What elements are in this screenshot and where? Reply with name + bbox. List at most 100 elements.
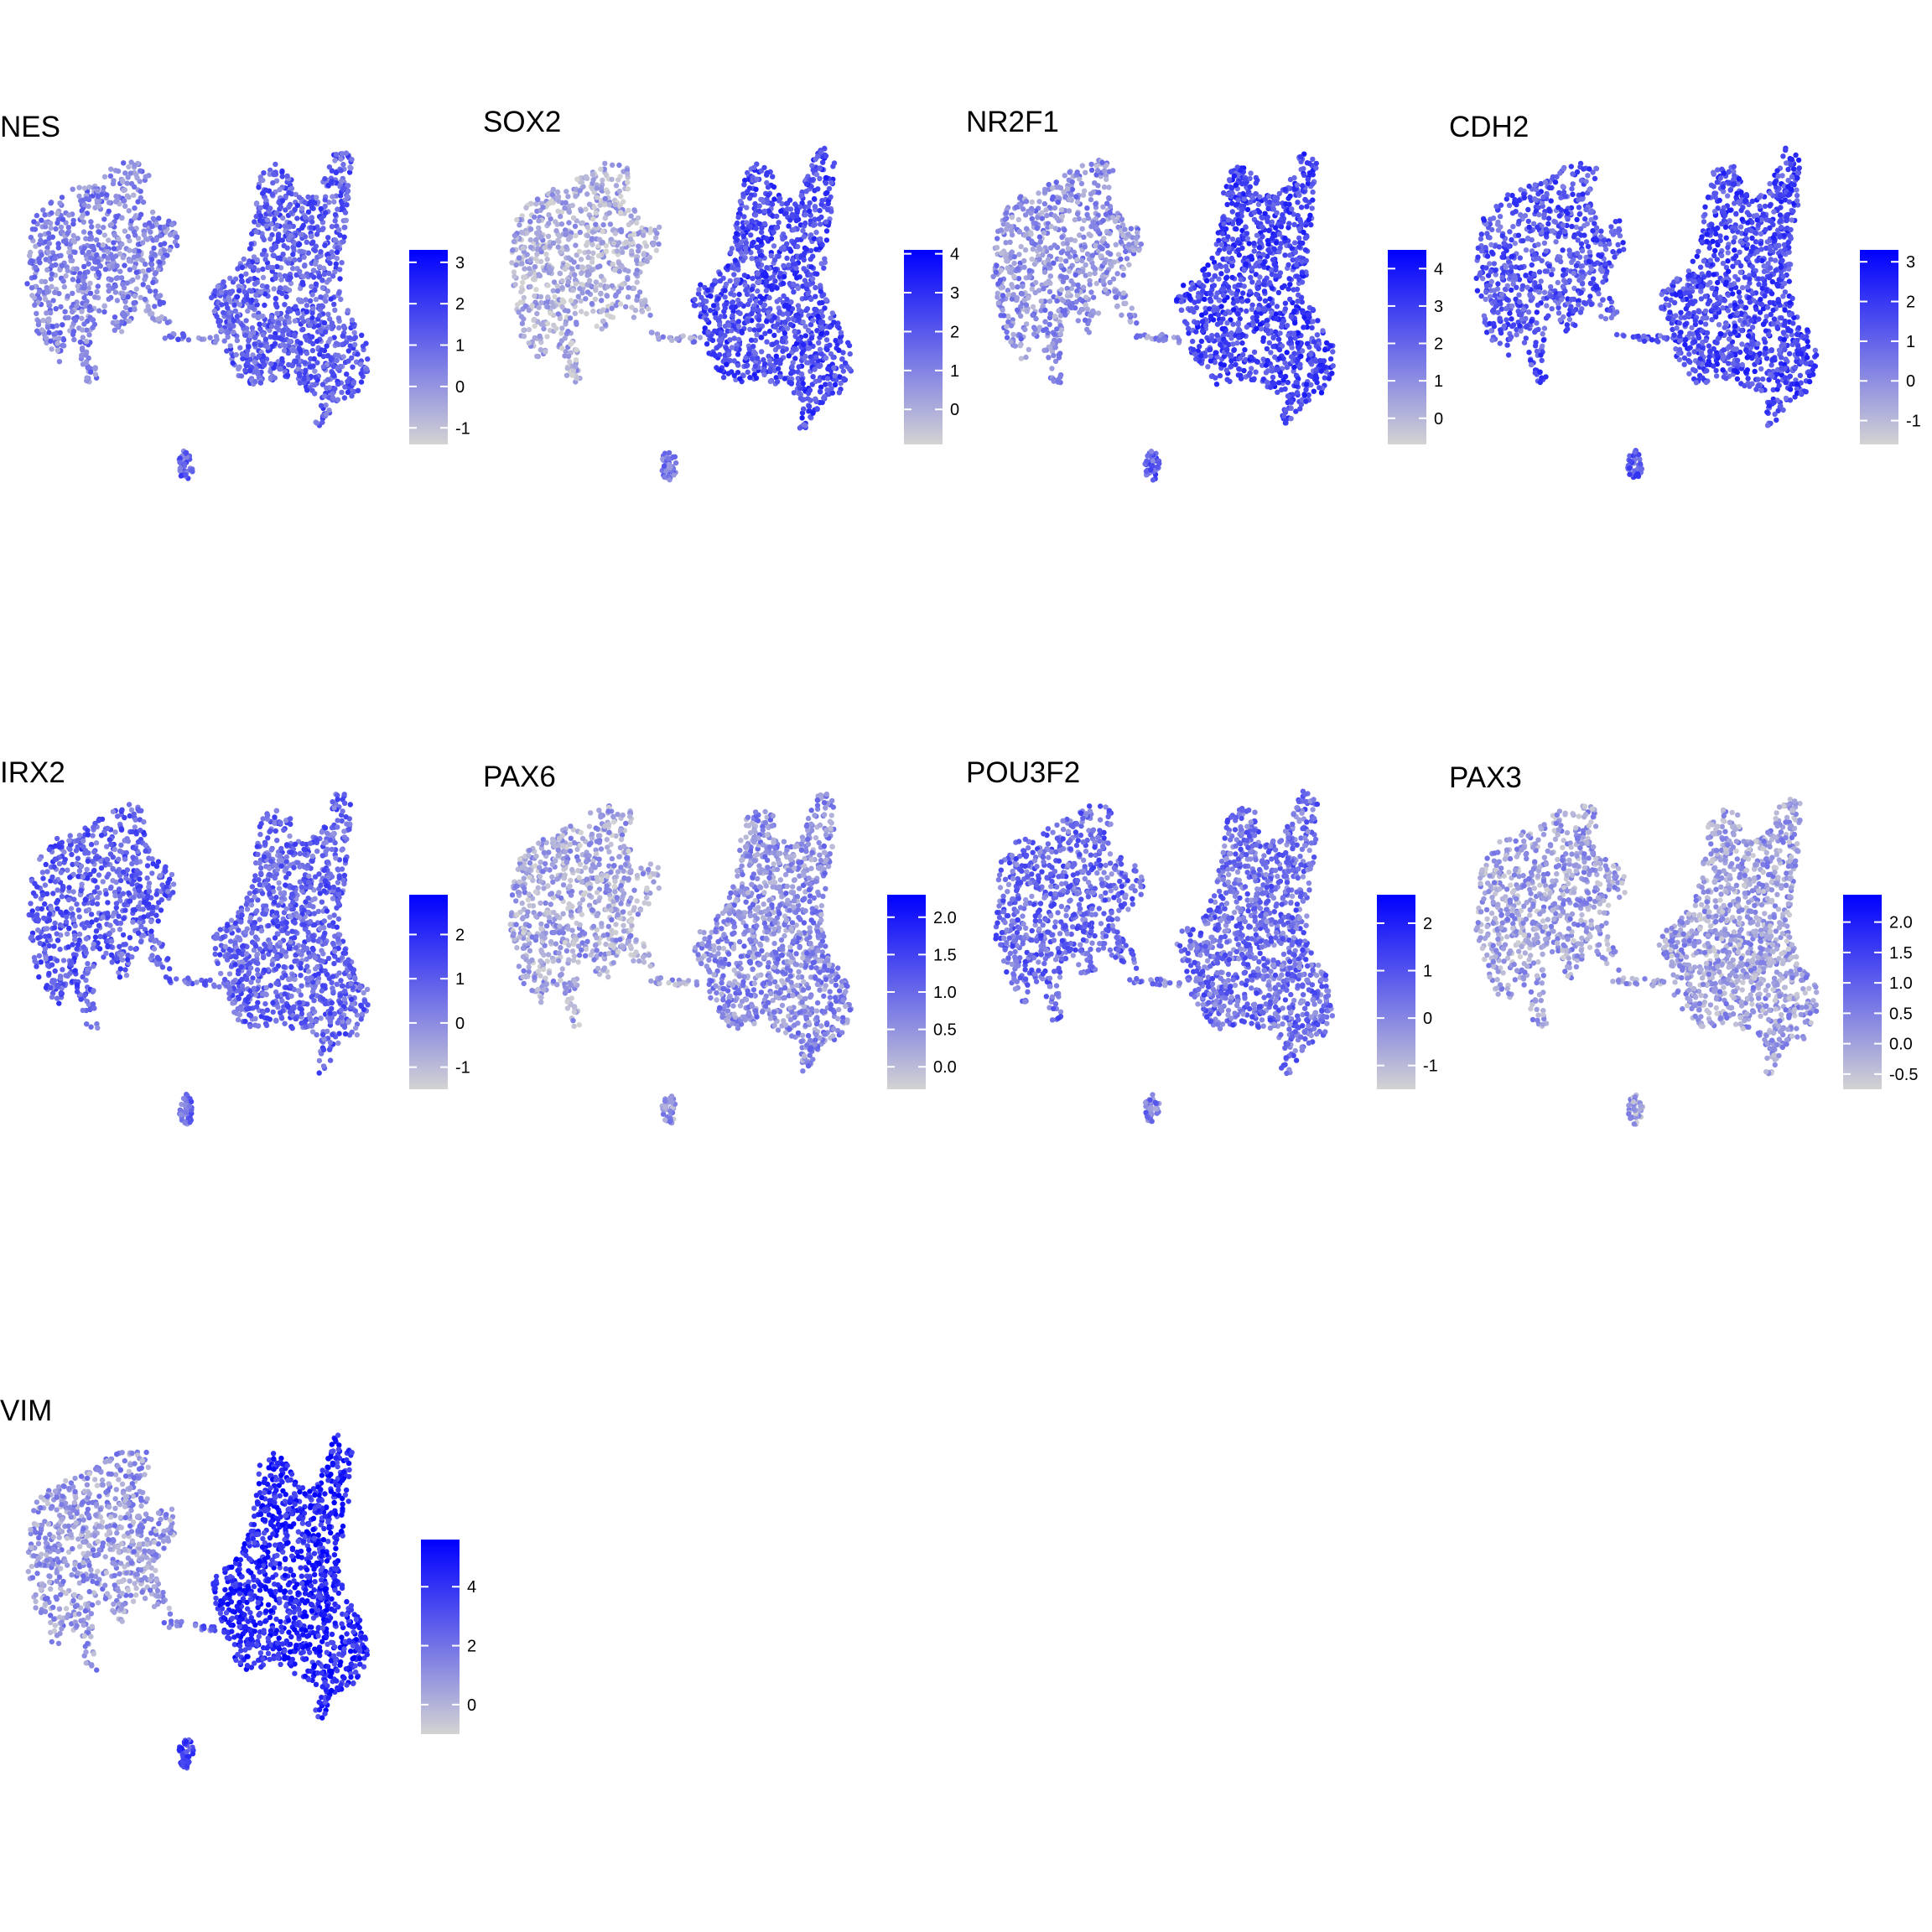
cell-point xyxy=(526,340,532,346)
cell-point xyxy=(345,358,351,364)
cell-point xyxy=(227,275,233,281)
cell-point xyxy=(717,278,724,284)
cell-point xyxy=(704,341,710,347)
cell-point xyxy=(828,315,834,321)
cell-point xyxy=(298,348,304,354)
cell-point xyxy=(355,351,361,357)
cell-point xyxy=(817,346,823,352)
cell-point xyxy=(101,232,108,238)
cell-point xyxy=(673,460,679,466)
cell-point xyxy=(789,257,796,263)
cell-point xyxy=(1021,264,1027,270)
cell-point xyxy=(626,285,631,291)
cell-point xyxy=(79,315,85,321)
cell-point xyxy=(807,387,813,393)
cell-point xyxy=(768,236,775,242)
cell-point xyxy=(747,326,753,332)
cell-point xyxy=(101,216,107,222)
cell-point xyxy=(758,229,765,236)
cell-point xyxy=(56,359,63,365)
cell-point xyxy=(749,293,756,299)
cell-point xyxy=(618,194,624,200)
cell-point xyxy=(279,198,286,204)
cell-point xyxy=(618,226,624,233)
cell-point xyxy=(742,245,749,251)
cell-point xyxy=(1125,231,1131,237)
cell-point xyxy=(120,309,127,316)
cell-point xyxy=(328,296,334,302)
cell-point xyxy=(603,248,610,254)
cell-point xyxy=(39,217,44,223)
cell-point xyxy=(736,291,742,298)
cell-point xyxy=(53,226,59,232)
cell-point xyxy=(731,272,737,278)
cell-point xyxy=(1010,331,1016,338)
cell-point xyxy=(79,309,85,314)
cell-point xyxy=(810,374,816,380)
cell-point xyxy=(105,255,111,261)
cell-point xyxy=(605,283,610,290)
cell-point xyxy=(322,203,328,210)
cell-point xyxy=(339,341,345,348)
cell-point xyxy=(846,342,853,349)
cell-point xyxy=(87,290,94,296)
cell-point xyxy=(1022,326,1028,333)
cell-point xyxy=(769,201,776,207)
cell-point xyxy=(49,210,55,216)
cell-point xyxy=(319,382,326,387)
cell-point xyxy=(83,349,90,355)
cell-point xyxy=(84,375,90,381)
cell-point xyxy=(626,221,632,228)
cell-point xyxy=(801,234,808,240)
cell-point xyxy=(260,177,266,184)
cell-point xyxy=(740,191,746,197)
cell-point xyxy=(784,325,791,331)
cell-point xyxy=(692,297,698,303)
cell-point xyxy=(268,314,275,320)
cell-point xyxy=(345,378,351,385)
cell-point xyxy=(288,280,294,287)
cell-point xyxy=(741,214,747,220)
cell-point xyxy=(180,334,187,340)
cell-point xyxy=(80,335,86,340)
cell-point xyxy=(1059,213,1066,219)
cell-point xyxy=(565,278,571,285)
cell-point xyxy=(579,264,585,270)
cell-point xyxy=(998,227,1005,233)
cell-point xyxy=(86,203,91,210)
cell-point xyxy=(58,224,65,231)
cell-point xyxy=(805,291,811,297)
cell-point xyxy=(774,213,780,220)
cell-point xyxy=(600,319,606,325)
cell-point xyxy=(584,232,590,239)
cell-point xyxy=(117,245,122,251)
cell-point xyxy=(185,337,192,343)
cell-point xyxy=(325,311,331,317)
cell-point xyxy=(599,326,605,332)
cell-point xyxy=(338,296,344,303)
cell-point xyxy=(640,232,647,238)
cell-point xyxy=(330,363,336,370)
cell-point xyxy=(593,221,599,227)
cell-point xyxy=(578,257,584,262)
cell-point xyxy=(1047,245,1054,251)
cell-point xyxy=(94,288,100,295)
cell-point xyxy=(1004,335,1010,340)
cell-point xyxy=(133,172,139,178)
cell-point xyxy=(252,378,258,385)
cell-point xyxy=(766,357,773,363)
cell-point xyxy=(1123,300,1129,306)
cell-point xyxy=(1043,207,1049,213)
cell-point xyxy=(292,257,298,263)
cell-point xyxy=(792,271,798,277)
cell-point xyxy=(1008,339,1014,345)
cell-point xyxy=(29,293,35,299)
cell-point xyxy=(146,220,153,226)
cell-point xyxy=(740,224,746,231)
cell-point xyxy=(808,177,814,183)
cell-point xyxy=(259,283,266,289)
cell-point xyxy=(534,251,540,257)
cell-point xyxy=(1066,268,1072,274)
cell-point xyxy=(293,304,299,309)
cell-point xyxy=(1110,168,1116,174)
